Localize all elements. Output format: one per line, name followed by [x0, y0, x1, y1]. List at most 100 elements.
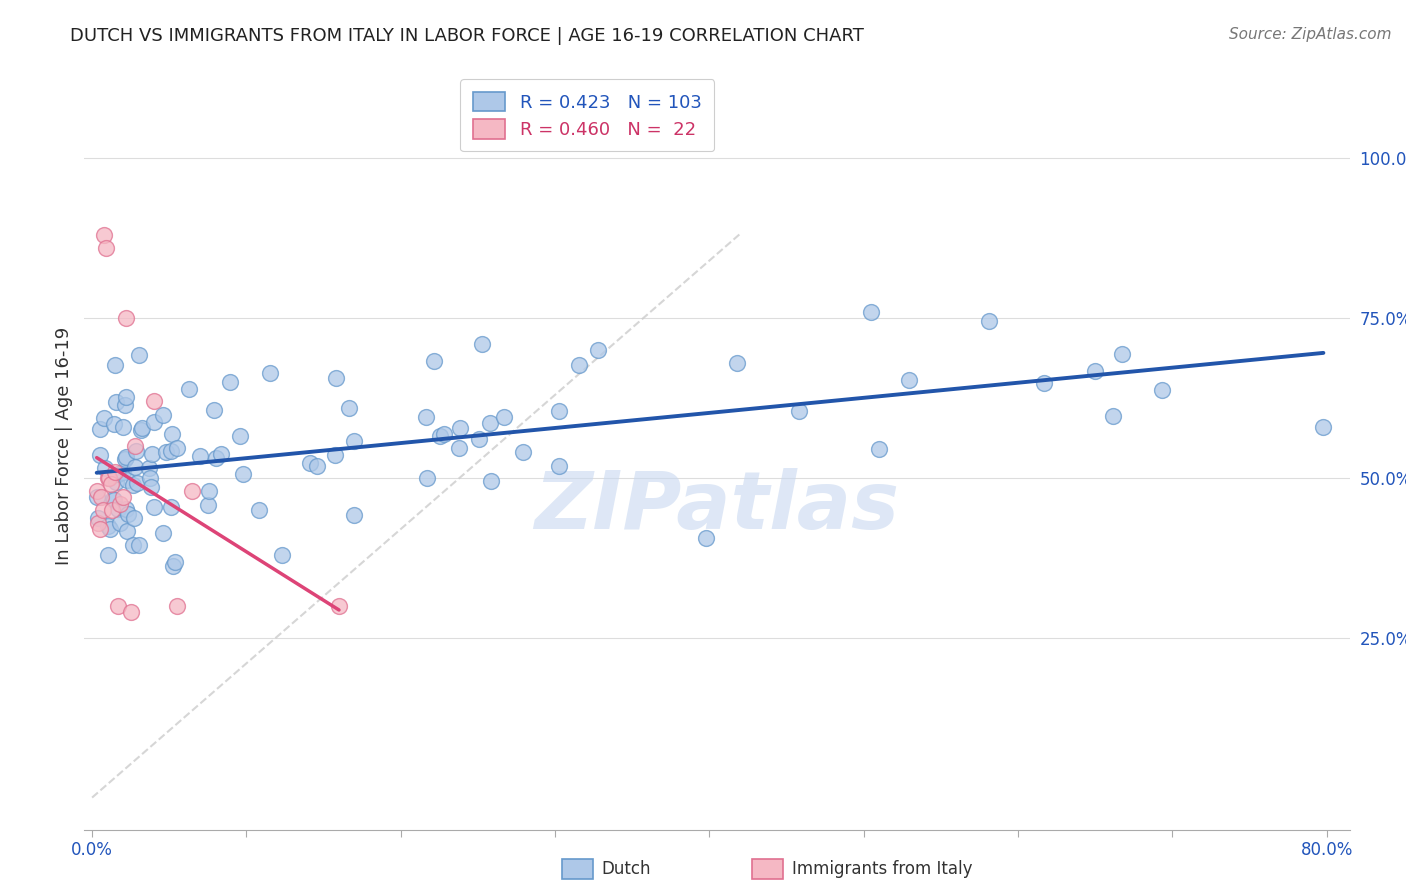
Point: [447, 442, 470, 456]
Point: [129, 423, 152, 437]
Point: [259, 366, 281, 380]
Point: [101, 503, 124, 517]
Point: [114, 452, 136, 467]
Point: [478, 416, 501, 430]
Point: [138, 460, 160, 475]
Point: [449, 420, 471, 434]
Point: [205, 450, 228, 465]
Point: [163, 555, 186, 569]
Point: [859, 304, 882, 318]
Point: [108, 516, 131, 530]
Point: [108, 496, 131, 510]
Point: [479, 475, 502, 489]
Point: [86, 483, 108, 498]
Point: [548, 404, 571, 418]
Point: [323, 448, 346, 462]
Point: [87, 511, 110, 525]
Point: [89, 522, 111, 536]
Point: [229, 429, 252, 443]
Point: [725, 356, 748, 370]
Point: [468, 433, 491, 447]
Point: [139, 470, 162, 484]
Point: [89, 448, 111, 462]
Point: [209, 447, 232, 461]
Point: [232, 467, 254, 481]
Point: [1150, 384, 1173, 398]
Text: DUTCH VS IMMIGRANTS FROM ITALY IN LABOR FORCE | AGE 16-19 CORRELATION CHART: DUTCH VS IMMIGRANTS FROM ITALY IN LABOR …: [70, 27, 865, 45]
Point: [112, 465, 135, 479]
Point: [271, 548, 294, 562]
Point: [429, 429, 451, 443]
Point: [117, 507, 139, 521]
Point: [124, 439, 146, 453]
Point: [115, 501, 138, 516]
Point: [162, 558, 184, 573]
Point: [299, 456, 322, 470]
Point: [90, 490, 112, 504]
Point: [342, 434, 364, 448]
Point: [898, 374, 921, 388]
Point: [114, 399, 136, 413]
Point: [98, 471, 121, 485]
Text: Immigrants from Italy: Immigrants from Italy: [792, 860, 972, 878]
Point: [160, 443, 183, 458]
Point: [415, 410, 437, 425]
Point: [868, 442, 890, 456]
Point: [121, 538, 143, 552]
Point: [328, 599, 350, 613]
Point: [115, 474, 138, 488]
Point: [219, 375, 242, 389]
Point: [86, 490, 108, 504]
Point: [104, 465, 127, 479]
Point: [103, 493, 125, 508]
Point: [111, 419, 134, 434]
Point: [125, 443, 148, 458]
Point: [155, 445, 177, 459]
Point: [586, 343, 609, 358]
Point: [91, 503, 114, 517]
Point: [127, 475, 149, 490]
Point: [87, 516, 110, 530]
Point: [124, 460, 146, 475]
Point: [107, 467, 129, 482]
Point: [423, 354, 446, 368]
Point: [104, 394, 127, 409]
Point: [512, 445, 534, 459]
Point: [343, 508, 366, 522]
Point: [104, 358, 127, 372]
Point: [416, 471, 439, 485]
Point: [93, 227, 115, 242]
Point: [115, 450, 138, 464]
Point: [128, 348, 150, 362]
Point: [202, 402, 225, 417]
Point: [89, 422, 111, 436]
Point: [94, 241, 117, 255]
Point: [159, 500, 181, 514]
Point: [166, 442, 188, 456]
Point: [977, 314, 1000, 328]
Point: [166, 599, 188, 613]
Point: [1111, 347, 1133, 361]
Point: [121, 478, 143, 492]
Point: [1084, 363, 1107, 377]
Point: [101, 492, 124, 507]
Point: [115, 311, 138, 326]
Legend: R = 0.423   N = 103, R = 0.460   N =  22: R = 0.423 N = 103, R = 0.460 N = 22: [460, 79, 714, 152]
Point: [97, 518, 120, 533]
Point: [789, 404, 811, 418]
Text: ZIPatlas: ZIPatlas: [534, 468, 900, 547]
Point: [105, 475, 128, 489]
Text: Dutch: Dutch: [602, 860, 651, 878]
Y-axis label: In Labor Force | Age 16-19: In Labor Force | Age 16-19: [55, 326, 73, 566]
Point: [111, 490, 134, 504]
Point: [103, 417, 125, 431]
Point: [115, 524, 138, 539]
Point: [1312, 419, 1334, 434]
Point: [471, 337, 494, 351]
Point: [96, 471, 118, 485]
Point: [152, 408, 174, 422]
Point: [152, 526, 174, 541]
Point: [120, 605, 142, 619]
Point: [142, 394, 165, 409]
Point: [247, 503, 270, 517]
